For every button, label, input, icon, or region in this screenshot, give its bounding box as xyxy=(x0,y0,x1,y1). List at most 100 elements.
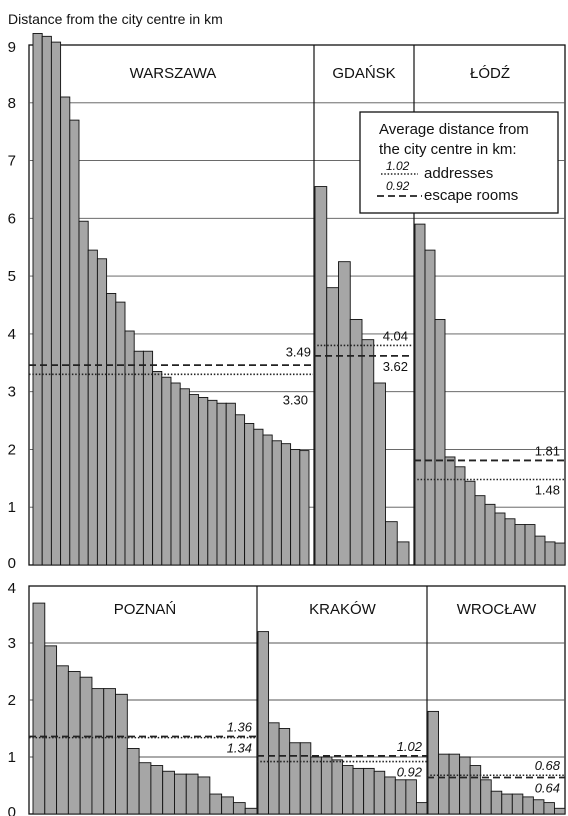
bar xyxy=(543,802,555,815)
addresses-average-label: 1.34 xyxy=(227,741,252,756)
bar xyxy=(244,807,258,815)
bar xyxy=(232,802,246,815)
bar xyxy=(474,495,486,566)
city-name: KRAKÓW xyxy=(309,601,377,618)
bar xyxy=(385,521,398,566)
bar xyxy=(44,645,58,815)
bar xyxy=(60,96,71,566)
addresses-average-label: 0.92 xyxy=(397,765,423,780)
bar xyxy=(464,480,476,566)
y-tick-label: 4 xyxy=(8,326,16,343)
bar xyxy=(514,524,526,566)
legend-addresses-label: addresses xyxy=(424,165,493,182)
bar xyxy=(138,762,152,815)
bar xyxy=(331,759,343,815)
bar xyxy=(290,448,301,566)
bar xyxy=(320,756,333,815)
bar xyxy=(78,220,89,566)
bar xyxy=(342,765,354,815)
bar xyxy=(299,450,310,566)
bar xyxy=(326,287,339,566)
bar xyxy=(124,330,135,566)
bar xyxy=(115,301,126,566)
bars-layer xyxy=(32,32,566,815)
bar xyxy=(179,388,190,566)
bar xyxy=(522,796,534,815)
legend-escape-sample: 0.92 xyxy=(386,179,410,193)
addresses-average-label: 1.48 xyxy=(535,482,560,497)
bar xyxy=(106,292,117,566)
bar xyxy=(352,767,365,815)
bar xyxy=(396,541,410,566)
bar xyxy=(480,779,492,815)
bar xyxy=(185,773,199,815)
bar xyxy=(394,779,407,815)
bar xyxy=(427,710,439,815)
bar xyxy=(91,688,105,815)
bar xyxy=(310,756,322,815)
bar xyxy=(459,756,471,815)
bar xyxy=(69,119,80,566)
bar xyxy=(32,602,46,815)
bar xyxy=(96,258,108,566)
chart-title: Distance from the city centre in km xyxy=(8,11,223,27)
bar xyxy=(56,665,69,815)
bar xyxy=(126,748,140,815)
escape-rooms-average-label: 1.36 xyxy=(227,719,253,734)
bar xyxy=(414,223,426,566)
bar xyxy=(188,394,200,566)
bar xyxy=(207,399,218,566)
legend-title-line1: Average distance from xyxy=(379,121,529,138)
bar xyxy=(50,41,62,566)
y-tick-label: 8 xyxy=(8,95,16,112)
bar xyxy=(524,524,536,566)
bar xyxy=(257,631,270,815)
bar xyxy=(501,793,513,815)
bar xyxy=(197,776,211,815)
bar xyxy=(280,443,292,566)
bar xyxy=(174,773,187,815)
legend-title-line2: the city centre in km: xyxy=(379,141,517,158)
city-name: WARSZAWA xyxy=(130,65,217,82)
y-tick-label: 2 xyxy=(8,692,16,709)
bar xyxy=(534,535,546,566)
y-tick-label: 6 xyxy=(8,210,16,227)
bar xyxy=(490,790,503,815)
bar xyxy=(253,428,264,566)
bar xyxy=(152,370,163,566)
bar xyxy=(494,512,506,566)
bar xyxy=(384,776,396,815)
bar xyxy=(289,742,301,815)
bar xyxy=(278,728,291,815)
bar xyxy=(41,35,52,566)
bar xyxy=(532,799,545,815)
bar xyxy=(234,414,246,566)
y-tick-label: 0 xyxy=(8,804,16,816)
escape-rooms-average-label: 1.81 xyxy=(535,443,560,458)
city-average-side-label: 3.49 xyxy=(286,344,311,359)
bar xyxy=(103,688,116,815)
bar xyxy=(216,402,227,566)
bar xyxy=(299,742,312,815)
bar xyxy=(424,249,436,566)
addresses-average-label: 0.68 xyxy=(535,758,561,773)
y-tick-label: 0 xyxy=(8,555,16,572)
legend-escape-label: escape rooms xyxy=(424,187,518,204)
bar xyxy=(198,396,209,566)
bar xyxy=(209,793,223,815)
escape-rooms-average-label: 3.62 xyxy=(383,359,408,374)
y-tick-label: 7 xyxy=(8,153,16,170)
y-tick-label: 5 xyxy=(8,268,16,285)
addresses-average-label: 3.30 xyxy=(283,392,308,407)
bar xyxy=(67,671,81,815)
bar xyxy=(448,753,461,815)
y-tick-label: 1 xyxy=(8,749,16,766)
bar xyxy=(511,793,524,815)
y-tick-label: 2 xyxy=(8,441,16,458)
bar xyxy=(150,765,164,815)
city-name: POZNAŃ xyxy=(114,601,177,618)
average-lines-layer xyxy=(29,344,565,779)
bar xyxy=(484,503,496,566)
bar xyxy=(161,376,172,566)
